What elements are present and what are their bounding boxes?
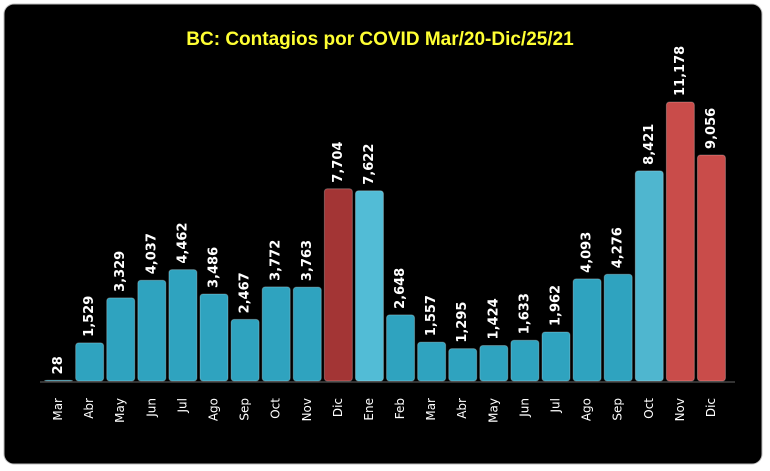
bar: [510, 339, 540, 382]
value-label: 28: [51, 356, 66, 374]
x-tick-label: Jul: [549, 398, 563, 413]
value-label: 11,178: [673, 46, 688, 96]
x-tick-label: Feb: [393, 398, 407, 419]
chart-title: BC: Contagios por COVID Mar/20-Dic/25/21: [186, 29, 574, 50]
x-tick-label: Sep: [611, 398, 625, 421]
bar: [417, 341, 447, 382]
value-label: 1,633: [517, 293, 532, 334]
bar: [354, 190, 384, 382]
value-label: 3,763: [300, 240, 315, 281]
bar: [292, 286, 322, 382]
x-tick-label: Mar: [51, 398, 65, 421]
bar: [323, 188, 353, 382]
x-tick-label: Dic: [331, 398, 345, 417]
x-tick-label: Nov: [300, 398, 314, 421]
value-label: 4,462: [175, 223, 190, 264]
bar: [603, 273, 633, 382]
value-label: 8,421: [642, 124, 657, 165]
bar: [541, 331, 571, 382]
x-tick-label: Jun: [144, 398, 158, 418]
bar: [199, 293, 229, 382]
bar: [75, 342, 105, 382]
value-label: 7,704: [331, 142, 346, 183]
bar: [230, 318, 260, 382]
x-tick-label: Abr: [82, 398, 96, 419]
x-tick-label: Mar: [424, 398, 438, 421]
bar: [386, 314, 416, 382]
bar: [572, 278, 602, 382]
value-label: 1,557: [424, 295, 439, 336]
x-tick-label: Ago: [207, 398, 221, 421]
x-tick-label: Ene: [362, 398, 376, 421]
value-label: 1,529: [82, 296, 97, 337]
bar: [665, 101, 695, 382]
bar: [634, 170, 664, 382]
value-label: 2,648: [393, 268, 408, 309]
value-label: 3,329: [113, 251, 128, 292]
x-tick-label: Oct: [642, 398, 656, 419]
value-label: 1,424: [486, 298, 501, 339]
value-label: 4,276: [611, 227, 626, 268]
bar: [137, 279, 167, 382]
bar: [261, 286, 291, 382]
value-label: 7,622: [362, 144, 377, 185]
bar: [448, 348, 478, 382]
bar: [168, 269, 198, 382]
x-tick-label: Jun: [517, 398, 531, 418]
x-tick-label: Dic: [704, 398, 718, 417]
x-tick-label: May: [486, 398, 500, 423]
bar: [106, 297, 136, 382]
bar: [696, 154, 726, 382]
x-tick-label: Abr: [455, 398, 469, 419]
value-label: 4,037: [144, 233, 159, 274]
value-label: 4,093: [580, 232, 595, 273]
value-label: 3,486: [207, 247, 222, 288]
x-tick-label: Sep: [238, 398, 252, 421]
value-label: 1,295: [455, 302, 470, 343]
x-tick-label: Ago: [580, 398, 594, 421]
bar: [44, 379, 74, 382]
value-label: 1,962: [549, 285, 564, 326]
bar: [479, 344, 509, 382]
x-tick-label: Nov: [673, 398, 687, 421]
x-tick-label: Jul: [175, 398, 189, 413]
value-label: 2,467: [238, 272, 253, 313]
value-label: 9,056: [704, 108, 719, 149]
x-tick-label: May: [113, 398, 127, 423]
value-label: 3,772: [269, 240, 284, 281]
x-tick-label: Oct: [269, 398, 283, 419]
